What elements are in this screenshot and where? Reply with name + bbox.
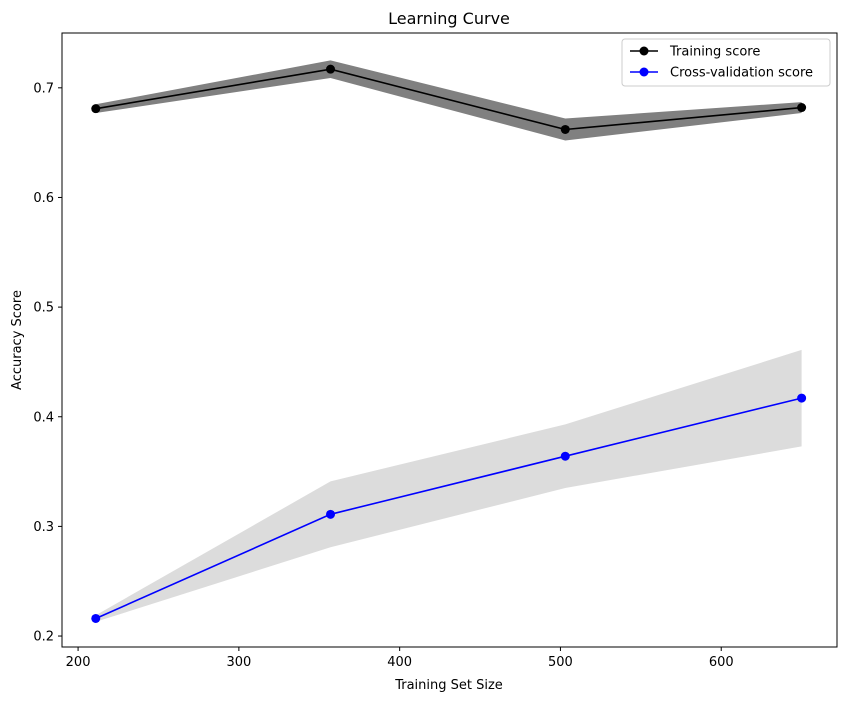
x-tick-label: 300	[226, 655, 251, 670]
series-1-point	[560, 451, 570, 461]
series-0-line	[95, 68, 802, 131]
y-axis-label: Accuracy Score	[10, 290, 25, 390]
confidence-bands	[95, 60, 802, 622]
y-tick-label: 0.5	[33, 301, 54, 316]
series-0-point	[560, 124, 570, 134]
chart-title: Learning Curve	[388, 9, 510, 28]
y-tick-label: 0.6	[33, 191, 54, 206]
series-1-line	[95, 397, 802, 620]
series-1-point	[326, 509, 336, 519]
legend-label: Cross-validation score	[670, 66, 813, 81]
x-axis-label: Training Set Size	[394, 678, 503, 693]
series-1-point	[797, 393, 807, 403]
series-0-point	[797, 103, 807, 113]
legend-label: Training score	[669, 45, 760, 60]
series-0-point	[91, 104, 101, 114]
series-markers	[91, 64, 807, 623]
y-tick-label: 0.2	[33, 630, 54, 645]
legend-box	[621, 38, 831, 87]
series-1-point	[91, 613, 101, 623]
y-axis-ticks: 0.2 0.3 0.4 0.5 0.6 0.7	[33, 81, 62, 645]
legend-marker	[639, 46, 649, 56]
x-tick-label: 200	[66, 655, 91, 670]
plot-frame	[61, 32, 838, 648]
y-tick-label: 0.4	[33, 410, 54, 425]
legend-marker	[639, 67, 649, 77]
series-lines	[95, 68, 802, 620]
x-tick-label: 600	[709, 655, 734, 670]
x-tick-label: 400	[387, 655, 412, 670]
x-axis-ticks: 200 300 400 500 600	[66, 647, 734, 670]
series-0-band	[95, 60, 802, 141]
series-0-point	[326, 64, 336, 74]
legend: Training score Cross-validation score	[621, 38, 831, 87]
x-tick-label: 500	[548, 655, 573, 670]
y-tick-label: 0.7	[33, 81, 54, 96]
y-tick-label: 0.3	[33, 520, 54, 535]
